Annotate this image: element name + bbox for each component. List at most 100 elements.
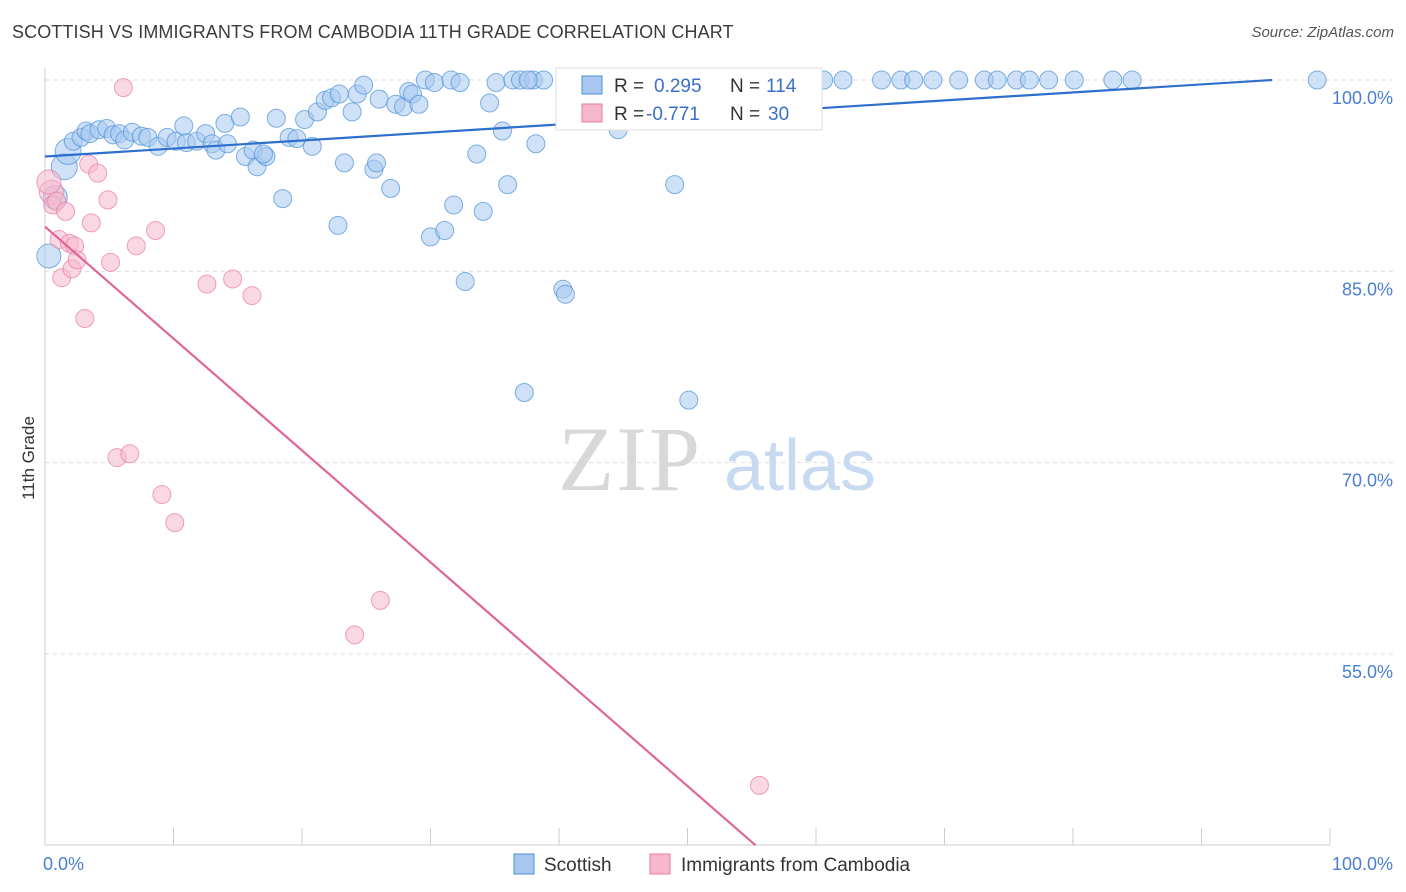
- watermark-zip: ZIP: [558, 408, 702, 510]
- y-axis-label: 11th Grade: [19, 416, 38, 500]
- scottish-point-99: [872, 70, 892, 90]
- legend-r-label-scottish: R =: [614, 76, 644, 97]
- legend-r-value-scottish: 0.295: [654, 76, 702, 97]
- bottom-legend: Scottish Immigrants from Cambodia: [513, 853, 911, 876]
- scottish-point-63: [450, 73, 470, 93]
- scottish-point-59: [424, 73, 444, 93]
- scottish-point-66: [473, 201, 493, 221]
- bottom-legend-swatch-scottish: [513, 853, 535, 875]
- cambodia-point-25: [242, 286, 262, 306]
- chart-title: SCOTTISH VS IMMIGRANTS FROM CAMBODIA 11T…: [12, 22, 734, 42]
- scottish-point-34: [273, 189, 293, 209]
- bottom-legend-swatch-cambodia: [649, 853, 671, 875]
- cambodia-point-28: [749, 775, 769, 795]
- cambodia-points: [36, 78, 769, 795]
- scottish-point-49: [367, 153, 387, 173]
- scottish-point-107: [1019, 70, 1039, 90]
- cambodia-point-18: [120, 444, 140, 464]
- scottish-point-0: [36, 243, 62, 269]
- scottish-point-50: [369, 89, 389, 109]
- scottish-point-38: [302, 136, 322, 156]
- cambodia-point-17: [113, 78, 133, 98]
- scottish-point-42: [329, 84, 349, 104]
- x-tick-label-0: 0.0%: [43, 854, 84, 874]
- y-tick-labels: 100.0% 85.0% 70.0% 55.0%: [1332, 88, 1393, 682]
- cambodia-point-24: [223, 269, 243, 289]
- scottish-point-86: [665, 175, 685, 195]
- scottish-point-43: [328, 215, 348, 235]
- x-tick-label-1: 100.0%: [1332, 854, 1393, 874]
- y-tick-label-2: 70.0%: [1342, 471, 1393, 491]
- legend-r-label-cambodia: R =: [614, 104, 644, 125]
- scottish-point-98: [833, 70, 853, 90]
- scottish-point-70: [498, 175, 518, 195]
- grid-lines: [45, 79, 1395, 655]
- scottish-point-33: [266, 108, 286, 128]
- scottish-point-60: [435, 221, 455, 241]
- scottish-point-27: [230, 107, 250, 127]
- legend-n-label-scottish: N =: [730, 76, 760, 97]
- cambodia-point-20: [146, 221, 166, 241]
- y-tick-label-0: 100.0%: [1332, 88, 1393, 108]
- scottish-point-73: [514, 383, 534, 403]
- cambodia-point-23: [197, 274, 217, 294]
- cambodia-point-13: [88, 163, 108, 183]
- x-tick-labels: 0.0% 100.0%: [43, 854, 1393, 874]
- scottish-point-56: [409, 94, 429, 114]
- scottish-point-75: [526, 134, 546, 154]
- cambodia-point-12: [81, 213, 101, 233]
- scottish-point-105: [987, 70, 1007, 90]
- cambodia-point-27: [370, 590, 390, 610]
- cambodia-point-22: [165, 513, 185, 533]
- scottish-point-101: [904, 70, 924, 90]
- scottish-point-65: [467, 144, 487, 164]
- cambodia-point-10: [75, 309, 95, 329]
- cambodia-trend-line: [44, 225, 757, 847]
- scottish-point-20: [174, 116, 194, 136]
- cambodia-point-19: [126, 236, 146, 256]
- legend-swatch-cambodia: [581, 103, 603, 123]
- chart-source: Source: ZipAtlas.com: [1251, 24, 1394, 41]
- cambodia-point-5: [56, 201, 76, 221]
- scottish-point-47: [354, 75, 374, 95]
- scottish-point-67: [480, 93, 500, 113]
- legend-n-value-cambodia: 30: [768, 104, 789, 125]
- scottish-point-36: [287, 129, 307, 149]
- scottish-point-108: [1039, 70, 1059, 90]
- scottish-point-88: [679, 390, 699, 410]
- legend-r-value-cambodia: -0.771: [646, 104, 700, 125]
- cambodia-point-21: [152, 485, 172, 505]
- cambodia-point-15: [101, 252, 121, 272]
- scottish-point-51: [381, 178, 401, 198]
- scottish-point-32: [253, 144, 273, 164]
- scottish-point-109: [1064, 70, 1084, 90]
- scottish-point-113: [518, 70, 538, 90]
- scottish-point-110: [1103, 70, 1123, 90]
- scottish-point-45: [342, 102, 362, 122]
- cambodia-point-29: [36, 169, 62, 195]
- scottish-point-62: [444, 195, 464, 215]
- legend: R = 0.295 N = 114 R = -0.771 N = 30: [555, 67, 823, 131]
- scottish-point-103: [949, 70, 969, 90]
- scottish-point-111: [1122, 70, 1142, 90]
- watermark-atlas: atlas: [724, 426, 876, 506]
- scottish-point-102: [923, 70, 943, 90]
- legend-swatch-scottish: [581, 75, 603, 95]
- scottish-point-44: [334, 153, 354, 173]
- cambodia-point-26: [345, 625, 365, 645]
- cambodia-point-14: [98, 190, 118, 210]
- watermark: ZIP atlas: [558, 408, 876, 510]
- scottish-point-68: [486, 73, 506, 93]
- legend-n-label-cambodia: N =: [730, 104, 760, 125]
- bottom-legend-label-scottish: Scottish: [544, 855, 612, 876]
- scottish-point-69: [492, 121, 512, 141]
- scottish-point-64: [455, 272, 475, 292]
- y-tick-label-1: 85.0%: [1342, 279, 1393, 299]
- cambodia-point-9: [67, 250, 87, 270]
- scottish-point-78: [555, 284, 575, 304]
- scottish-point-112: [1307, 70, 1327, 90]
- y-tick-label-3: 55.0%: [1342, 662, 1393, 682]
- legend-n-value-scottish: 114: [766, 76, 797, 97]
- bottom-legend-label-cambodia: Immigrants from Cambodia: [681, 855, 911, 876]
